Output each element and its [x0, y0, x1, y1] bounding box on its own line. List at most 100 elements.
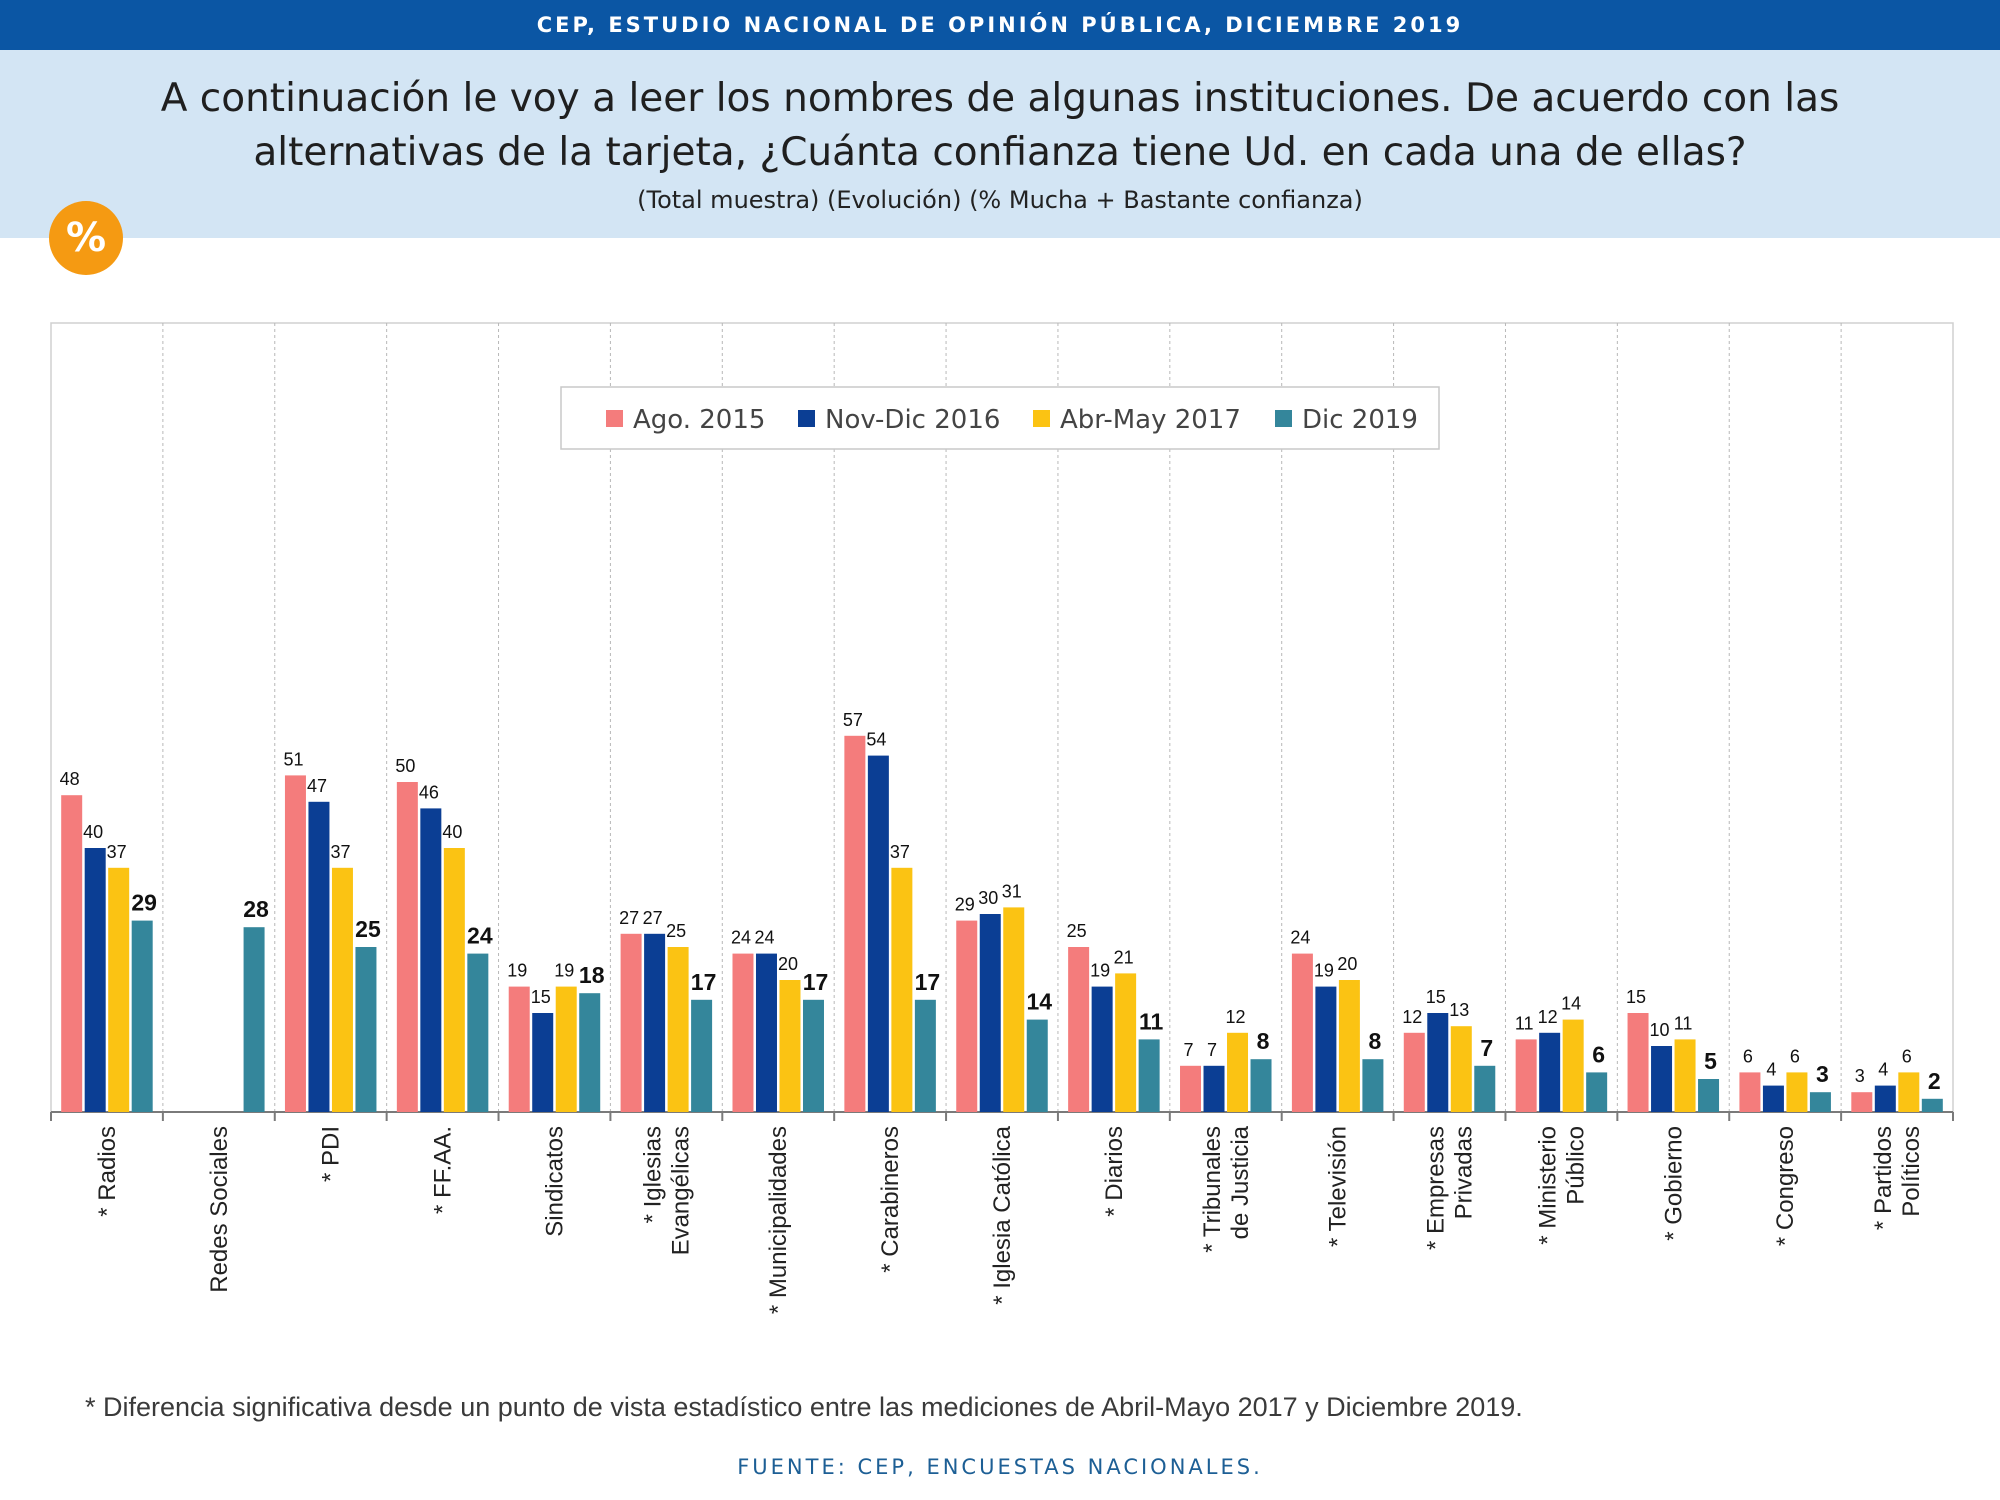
category-label: * Radios — [94, 1126, 121, 1217]
data-label: 27 — [619, 908, 639, 928]
bar — [1627, 1013, 1649, 1112]
header-band — [0, 50, 2000, 238]
bar — [644, 933, 666, 1112]
data-label: 15 — [1426, 987, 1446, 1007]
bar — [308, 801, 330, 1112]
data-label: 25 — [1067, 921, 1087, 941]
data-label: 4 — [1878, 1060, 1888, 1080]
legend-label: Ago. 2015 — [633, 405, 765, 435]
data-label: 6 — [1902, 1046, 1912, 1066]
bar — [1091, 986, 1113, 1112]
legend-label: Nov-Dic 2016 — [825, 405, 1000, 435]
bar — [691, 999, 713, 1112]
bar — [755, 953, 777, 1112]
bar — [1674, 1039, 1696, 1112]
data-label: 25 — [355, 916, 381, 942]
data-label: 3 — [1855, 1066, 1865, 1086]
bar — [779, 980, 801, 1112]
bar — [1586, 1072, 1608, 1112]
bar — [84, 848, 106, 1112]
data-label: 19 — [1090, 961, 1110, 981]
bar — [508, 986, 530, 1112]
chart-question: A continuación le voy a leer los nombres… — [160, 76, 1840, 175]
data-label: 37 — [107, 842, 127, 862]
category-label: * Iglesias — [639, 1126, 666, 1223]
bar — [1227, 1032, 1249, 1112]
data-label: 12 — [1402, 1007, 1422, 1027]
data-label: 20 — [778, 954, 798, 974]
category-label: * Tribunales — [1199, 1126, 1226, 1253]
data-label: 30 — [978, 888, 998, 908]
category-label: * Congreso — [1772, 1126, 1799, 1246]
data-label: 27 — [643, 908, 663, 928]
bar — [1515, 1039, 1537, 1112]
bar — [420, 808, 442, 1112]
bar — [620, 933, 642, 1112]
bar — [1291, 953, 1313, 1112]
bar — [1138, 1039, 1160, 1112]
top-banner: CEP, ESTUDIO NACIONAL DE OPINIÓN PÚBLICA… — [0, 0, 2000, 50]
bar — [1403, 1032, 1425, 1112]
data-label: 40 — [83, 822, 103, 842]
category-label: de Justicia — [1227, 1125, 1254, 1239]
bar — [555, 986, 577, 1112]
bar — [1362, 1059, 1384, 1112]
category-label: * Ministerio — [1534, 1126, 1561, 1245]
bar — [284, 775, 306, 1112]
bar — [1539, 1032, 1561, 1112]
data-label: 7 — [1480, 1035, 1493, 1061]
data-label: 2 — [1928, 1068, 1941, 1094]
legend-swatch — [1275, 410, 1292, 427]
category-label: Redes Sociales — [206, 1126, 233, 1293]
bar — [1739, 1072, 1761, 1112]
data-label: 4 — [1766, 1060, 1776, 1080]
bar — [61, 795, 83, 1112]
data-label: 14 — [1026, 989, 1052, 1015]
bar — [1003, 907, 1025, 1112]
bar — [1874, 1085, 1896, 1112]
bar — [1762, 1085, 1784, 1112]
bar — [1851, 1092, 1873, 1112]
bar — [532, 1013, 554, 1112]
bar — [1651, 1046, 1673, 1112]
data-label: 10 — [1650, 1020, 1670, 1040]
data-label: 19 — [1314, 961, 1334, 981]
data-label: 8 — [1257, 1028, 1270, 1054]
legend-swatch — [606, 410, 623, 427]
bar — [1068, 947, 1090, 1112]
data-label: 11 — [1515, 1013, 1534, 1033]
data-label: 17 — [691, 969, 717, 995]
footnote: * Diferencia significativa desde un punt… — [85, 1392, 1523, 1422]
data-label: 24 — [1290, 928, 1310, 948]
data-label: 25 — [666, 921, 686, 941]
data-label: 24 — [754, 928, 774, 948]
bar — [867, 755, 889, 1112]
data-label: 48 — [60, 769, 80, 789]
bar — [891, 867, 913, 1112]
data-label: 5 — [1704, 1048, 1717, 1074]
data-label: 11 — [1674, 1013, 1693, 1033]
category-label: Sindicatos — [541, 1126, 568, 1237]
data-label: 28 — [243, 896, 269, 922]
bar — [1427, 1013, 1449, 1112]
data-label: 21 — [1114, 947, 1134, 967]
data-label: 40 — [442, 822, 462, 842]
data-label: 12 — [1225, 1007, 1245, 1027]
data-label: 24 — [467, 923, 493, 949]
data-label: 37 — [330, 842, 350, 862]
bar — [802, 999, 824, 1112]
category-label: * Televisión — [1325, 1126, 1352, 1247]
data-label: 47 — [307, 776, 327, 796]
source-note: FUENTE: CEP, ENCUESTAS NACIONALES. — [737, 1455, 1263, 1479]
bar — [732, 953, 754, 1112]
bar — [1338, 980, 1360, 1112]
data-label: 3 — [1816, 1061, 1829, 1087]
category-label: * Empresas — [1423, 1126, 1450, 1250]
legend-swatch — [798, 410, 815, 427]
bar — [243, 927, 265, 1112]
legend-label: Abr-May 2017 — [1060, 405, 1241, 435]
category-label: Políticos — [1898, 1126, 1925, 1217]
data-label: 19 — [507, 961, 527, 981]
data-label: 11 — [1139, 1008, 1164, 1034]
data-label: 29 — [131, 890, 157, 916]
